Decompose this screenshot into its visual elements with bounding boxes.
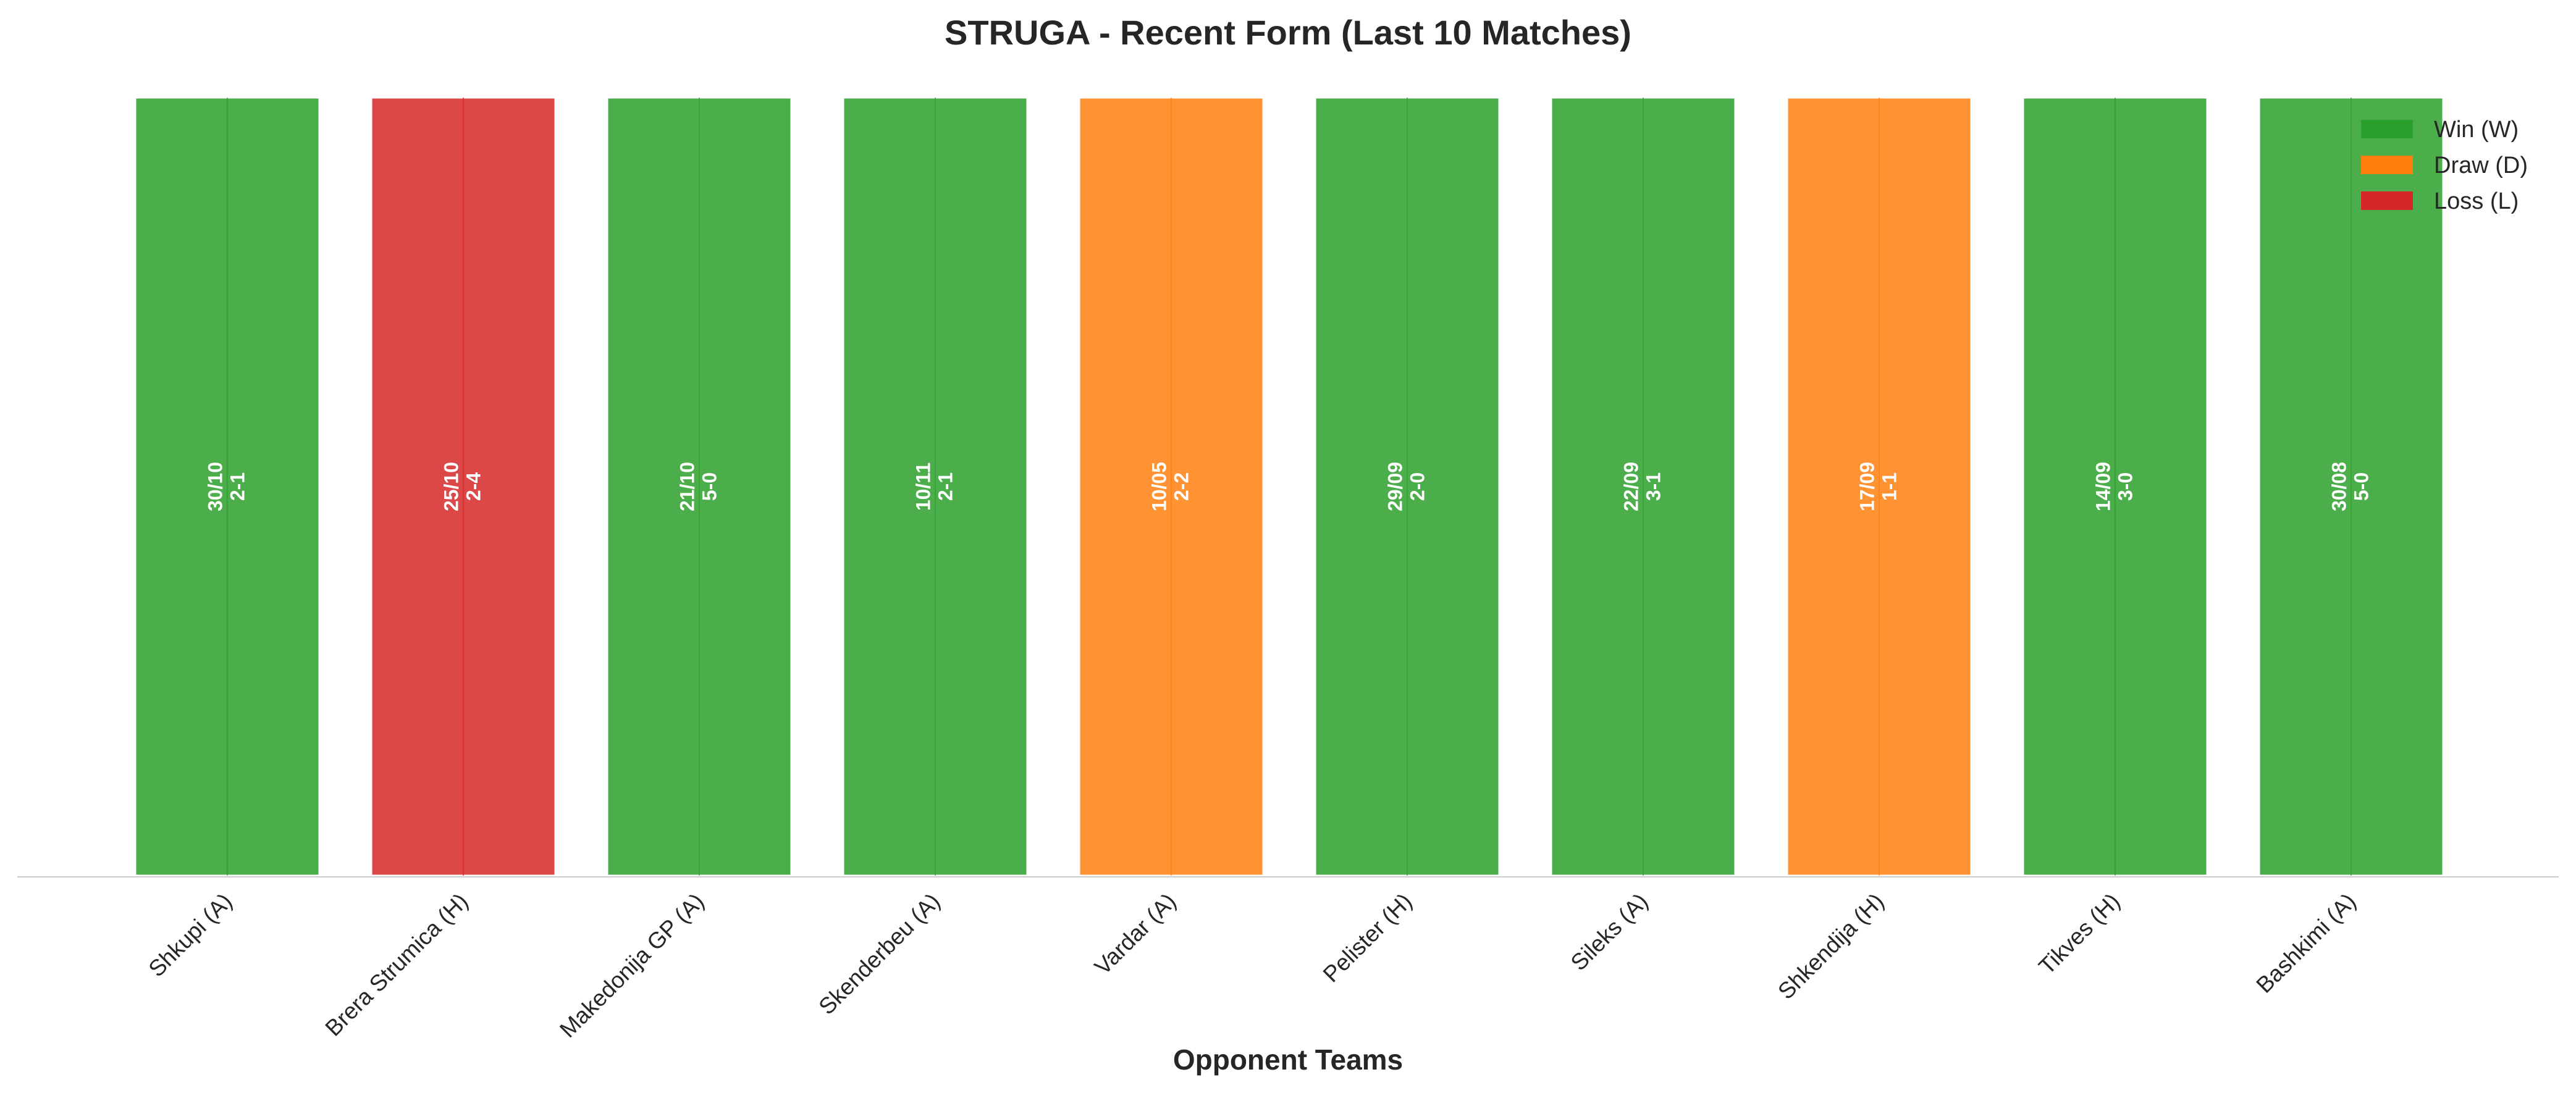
x-tick-label-8: Shkendija (H) xyxy=(1773,889,1888,1004)
legend-label-w: Win (W) xyxy=(2434,117,2519,143)
bar-date-label-3: 21/10 xyxy=(676,462,698,511)
legend-swatch-l xyxy=(2361,191,2413,210)
bar-score-label-5: 2-2 xyxy=(1170,472,1192,501)
legend: Win (W) Draw (D) Loss (L) xyxy=(2361,117,2528,214)
x-tick-label-5: Vardar (A) xyxy=(1090,889,1181,980)
x-tick-label-9: Tikves (H) xyxy=(2034,889,2124,979)
bar-labels-group: 30/10 2-1 25/10 2-4 21/10 5-0 10/11 2-1 10/05 2-2… xyxy=(204,462,2372,511)
bar-score-label-2: 2-4 xyxy=(462,472,484,501)
bar-score-label-6: 2-0 xyxy=(1406,472,1428,501)
legend-swatch-d xyxy=(2361,156,2413,174)
x-tick-label-3: Makedonija GP (A) xyxy=(555,889,709,1043)
bar-score-label-10: 5-0 xyxy=(2350,472,2372,501)
bars-group xyxy=(134,96,2444,877)
legend-label-d: Draw (D) xyxy=(2434,153,2528,178)
bar-date-label-8: 17/09 xyxy=(1856,462,1878,511)
bar-score-label-3: 5-0 xyxy=(698,472,720,501)
x-tick-label-7: Sileks (A) xyxy=(1566,889,1653,976)
bar-score-label-7: 3-1 xyxy=(1642,472,1664,501)
bar-date-label-10: 30/08 xyxy=(2328,462,2350,511)
legend-label-l: Loss (L) xyxy=(2434,188,2519,214)
x-tick-label-1: Shkupi (A) xyxy=(144,889,237,982)
bar-date-label-9: 14/09 xyxy=(2092,462,2114,511)
bar-date-label-4: 10/11 xyxy=(912,463,934,511)
x-tick-label-2: Brera Strumica (H) xyxy=(321,889,473,1041)
bar-score-label-1: 2-1 xyxy=(226,472,248,501)
chart-title: STRUGA - Recent Form (Last 10 Matches) xyxy=(945,13,1631,52)
bar-score-label-9: 3-0 xyxy=(2114,472,2136,501)
x-axis-label: Opponent Teams xyxy=(1173,1044,1403,1076)
bar-date-label-5: 10/05 xyxy=(1148,462,1170,511)
bar-date-label-6: 29/09 xyxy=(1384,462,1406,511)
bar-score-label-4: 2-1 xyxy=(934,472,956,501)
x-tick-label-6: Pelister (H) xyxy=(1318,889,1417,987)
bar-date-label-7: 22/09 xyxy=(1620,462,1642,511)
bar-date-label-1: 30/10 xyxy=(204,462,226,511)
legend-swatch-w xyxy=(2361,120,2413,138)
x-tick-label-10: Bashkimi (A) xyxy=(2251,889,2360,998)
bar-score-label-8: 1-1 xyxy=(1878,472,1900,501)
x-tick-label-4: Skenderbeu (A) xyxy=(814,889,945,1020)
bar-date-label-2: 25/10 xyxy=(440,462,462,511)
x-tick-labels: Shkupi (A) Brera Strumica (H) Makedonija G… xyxy=(144,889,2361,1043)
